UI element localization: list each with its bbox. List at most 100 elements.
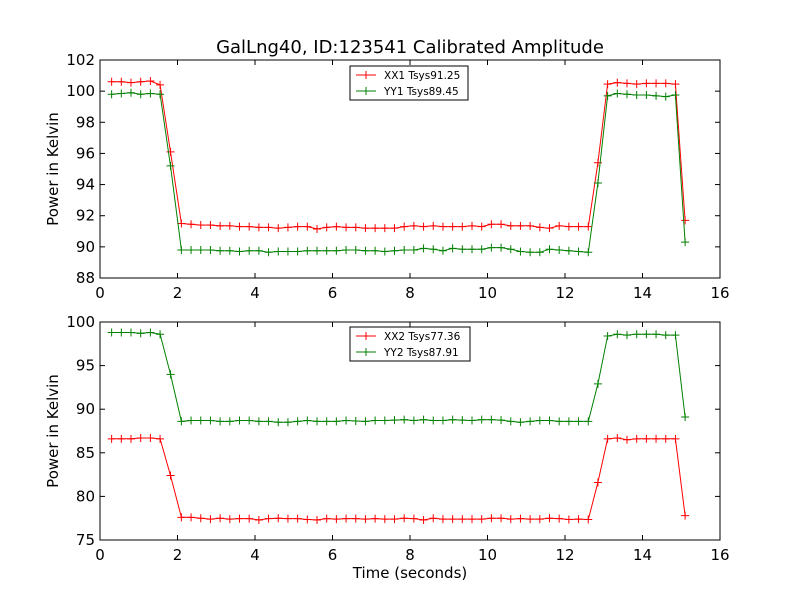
data-point: [322, 223, 331, 232]
x-tick-label: 8: [405, 284, 415, 302]
data-point: [516, 514, 525, 523]
data-point: [342, 416, 351, 425]
data-point: [545, 514, 554, 523]
data-point: [313, 224, 321, 233]
data-point: [342, 514, 351, 523]
data-point: [107, 434, 116, 443]
series-2: [107, 88, 690, 257]
data-point: [371, 514, 380, 523]
data-point: [661, 331, 670, 340]
data-point: [564, 246, 573, 255]
data-point: [661, 434, 670, 443]
data-point: [117, 77, 126, 86]
data-point: [487, 514, 496, 523]
data-point: [390, 515, 399, 524]
data-point: [254, 417, 263, 426]
data-point: [555, 514, 564, 523]
data-point: [206, 245, 215, 254]
data-point: [136, 90, 145, 99]
data-point: [555, 221, 564, 230]
data-point: [458, 222, 467, 231]
data-point: [274, 224, 283, 233]
data-point: [652, 79, 661, 88]
data-point: [351, 514, 360, 523]
legend-marker: [362, 348, 370, 356]
data-point: [652, 434, 661, 443]
x-tick-label: 16: [710, 284, 729, 302]
data-point: [429, 221, 438, 230]
data-point: [458, 416, 467, 425]
data-point: [526, 515, 535, 524]
y-tick-label: 94: [76, 176, 95, 194]
data-point: [652, 91, 661, 100]
data-point: [652, 330, 661, 339]
data-point: [313, 246, 321, 255]
data-point: [146, 433, 155, 442]
data-point: [613, 78, 622, 87]
data-point: [477, 245, 486, 254]
data-point: [196, 416, 205, 425]
data-point: [632, 91, 641, 100]
data-point: [661, 92, 670, 101]
x-tick-label: 12: [555, 284, 574, 302]
data-point: [623, 331, 631, 340]
x-tick-label: 16: [710, 546, 729, 564]
data-point: [632, 434, 641, 443]
legend-box: [349, 65, 469, 101]
data-point: [613, 89, 622, 98]
data-point: [400, 222, 409, 231]
data-point: [206, 221, 215, 230]
y-tick-label: 98: [76, 113, 95, 131]
data-point: [390, 224, 399, 233]
data-point: [303, 515, 312, 524]
data-point: [245, 416, 254, 425]
data-point: [497, 243, 506, 252]
data-point: [177, 513, 186, 522]
data-point: [671, 80, 680, 89]
x-tick-label: 6: [328, 284, 338, 302]
data-point: [313, 417, 321, 426]
data-point: [235, 514, 244, 523]
data-point: [526, 221, 535, 230]
x-tick-label: 14: [633, 546, 652, 564]
data-point: [535, 248, 544, 257]
data-point: [127, 328, 135, 337]
data-point: [332, 515, 341, 524]
data-point: [127, 78, 135, 87]
data-point: [468, 515, 476, 524]
x-tick-label: 4: [250, 546, 260, 564]
data-point: [681, 413, 690, 422]
data-point: [293, 247, 302, 256]
x-tick-label: 2: [173, 546, 183, 564]
data-point: [468, 221, 476, 230]
data-point: [545, 245, 554, 254]
data-point: [603, 91, 612, 100]
data-point: [127, 434, 135, 443]
data-point: [332, 246, 341, 255]
data-point: [107, 328, 116, 337]
data-point: [342, 245, 351, 254]
y-tick-label: 90: [76, 238, 95, 256]
data-point: [361, 246, 370, 255]
data-point: [487, 243, 496, 252]
data-point: [419, 222, 428, 231]
data-point: [225, 221, 234, 230]
data-point: [535, 515, 544, 524]
data-point: [303, 416, 312, 425]
data-point: [671, 91, 680, 100]
data-point: [196, 221, 205, 230]
data-point: [146, 77, 155, 86]
data-point: [477, 515, 486, 524]
data-point: [438, 515, 447, 524]
data-point: [584, 222, 593, 231]
data-point: [409, 416, 418, 425]
data-point: [526, 248, 535, 257]
data-point: [342, 223, 351, 232]
y-tick-label: 100: [66, 82, 95, 100]
data-point: [409, 245, 418, 254]
data-point: [574, 515, 583, 524]
legend-entry: YY1 Tsys89.45: [383, 86, 459, 98]
panel-2: 0 2 4 6 8 10 12 14 16 75 80 85 90 95 100 Power in Kelvi…: [44, 313, 730, 582]
x-tick-label: 0: [95, 546, 105, 564]
